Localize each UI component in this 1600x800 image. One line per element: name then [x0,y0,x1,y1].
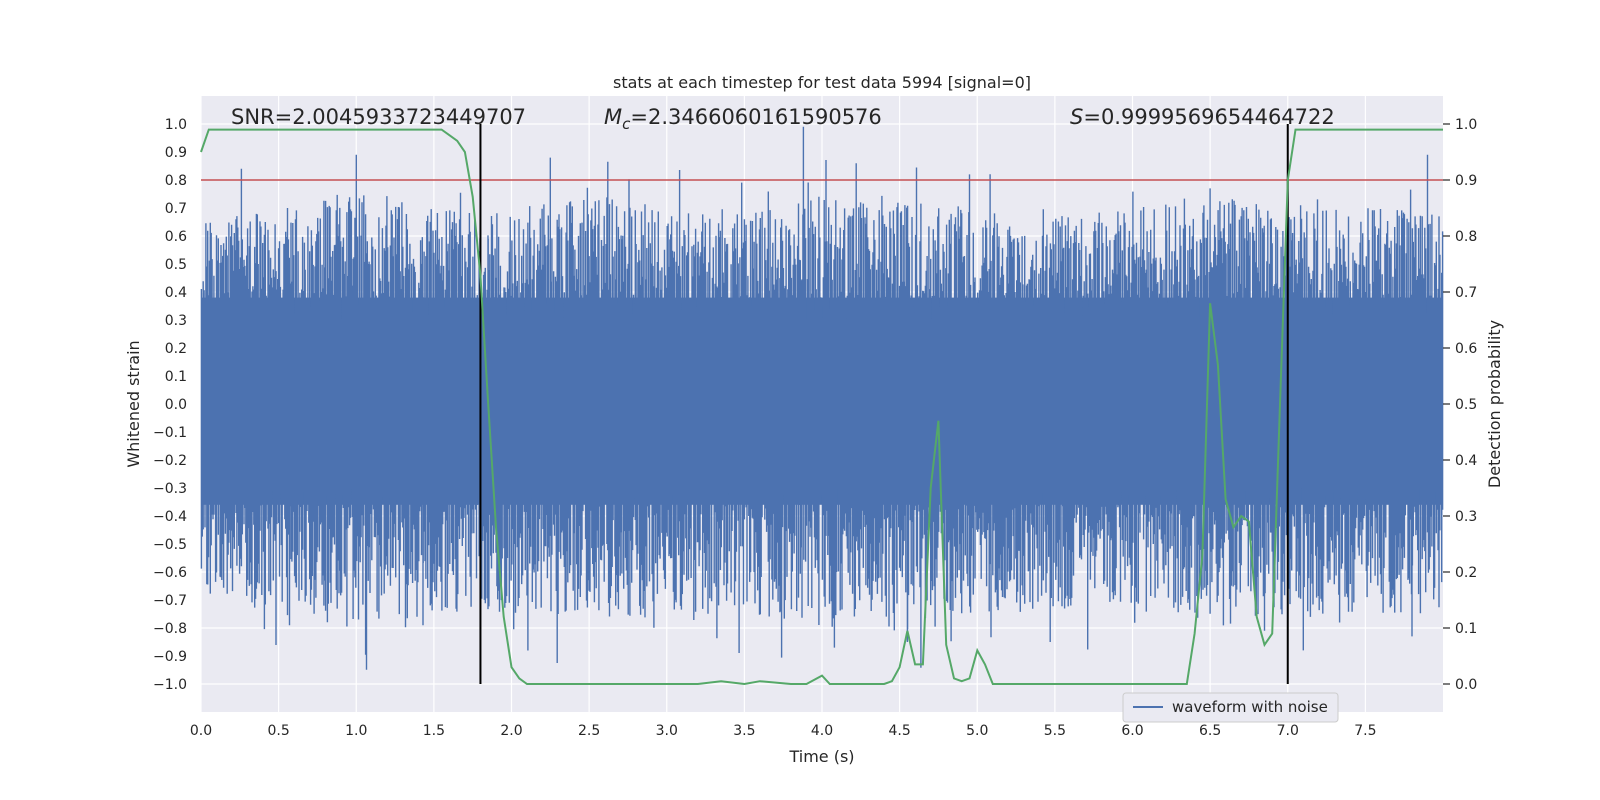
x-tick-label: 7.5 [1354,723,1376,739]
y-left-tick-label: 0.6 [165,229,187,245]
y-left-tick-label: −0.4 [153,509,187,525]
y-left-axis-ticks: 1.0 0.9 0.8 0.7 0.6 0.5 0.4 0.3 0.2 0.1 0.0 −0.1 −0.… [153,117,187,693]
x-axis-label: Time (s) [788,747,854,766]
chirp-mass-value: =2.3466060161590576 [630,105,881,129]
y-right-tick-label: 0.7 [1455,285,1477,301]
x-tick-label: 7.0 [1277,723,1299,739]
score-symbol: S [1070,105,1083,129]
y-left-axis-label: Whitened strain [124,340,143,467]
y-left-tick-label: 0.4 [165,285,187,301]
x-tick-label: 3.0 [656,723,678,739]
legend: waveform with noise [1122,692,1339,723]
y-left-tick-label: 0.1 [165,369,187,385]
y-left-tick-label: 0.3 [165,313,187,329]
y-right-tick-label: 0.6 [1455,341,1477,357]
snr-annotation: SNR=2.0045933723449707 [231,105,526,129]
y-left-tick-label: 0.9 [165,145,187,161]
y-right-tick-label: 0.0 [1455,677,1477,693]
y-right-tick-label: 0.5 [1455,397,1477,413]
y-right-tick-label: 0.4 [1455,453,1477,469]
y-left-tick-label: 0.2 [165,341,187,357]
chirp-mass-subscript: c [622,115,631,133]
vertical-markers [479,124,1289,684]
detection-probability-line [200,128,1443,686]
chirp-mass-annotation: Mc=2.3466060161590576 [604,105,882,133]
x-tick-label: 0.5 [267,723,289,739]
x-tick-label: 3.5 [733,723,755,739]
legend-box [1122,692,1339,723]
y-right-tick-label: 0.9 [1455,173,1477,189]
y-left-tick-label: −0.6 [153,565,187,581]
y-left-tick-label: 0.5 [165,257,187,273]
y-left-tick-label: −0.2 [153,453,187,469]
x-tick-label: 0.0 [190,723,212,739]
x-tick-label: 4.5 [888,723,910,739]
y-left-tick-label: 0.0 [165,397,187,413]
y-left-tick-label: −0.7 [153,593,187,609]
legend-label: waveform with noise [1172,698,1328,716]
y-right-tick-label: 0.8 [1455,229,1477,245]
x-tick-label: 2.0 [500,723,522,739]
y-left-tick-label: −0.1 [153,425,187,441]
y-left-tick-label: −0.3 [153,481,187,497]
y-right-tick-label: 0.1 [1455,621,1477,637]
y-right-axis-label: Detection probability [1485,320,1504,488]
x-tick-label: 1.0 [345,723,367,739]
y-left-tick-label: −0.8 [153,621,187,637]
y-left-tick-label: −0.9 [153,649,187,665]
y-right-tick-label: 1.0 [1455,117,1477,133]
x-tick-label: 6.5 [1199,723,1221,739]
x-tick-label: 2.5 [578,723,600,739]
x-tick-label: 5.0 [966,723,988,739]
x-tick-label: 1.5 [423,723,445,739]
y-right-axis-ticks: 1.0 0.9 0.8 0.7 0.6 0.5 0.4 0.3 0.2 0.1 0.0 [1443,117,1477,693]
x-tick-label: 5.5 [1044,723,1066,739]
strain-series [200,126,1444,670]
y-right-tick-label: 0.3 [1455,509,1477,525]
x-tick-label: 6.0 [1121,723,1143,739]
y-left-tick-label: 0.8 [165,173,187,189]
chirp-mass-symbol: M [604,105,622,129]
chart-title: stats at each timestep for test data 599… [613,73,1031,92]
y-left-tick-label: 0.7 [165,201,187,217]
score-value: =0.9999569654464722 [1083,105,1334,129]
y-left-tick-label: −0.5 [153,537,187,553]
x-tick-label: 4.0 [811,723,833,739]
y-left-tick-label: −1.0 [153,677,187,693]
score-annotation: S=0.9999569654464722 [1070,105,1335,129]
x-axis-ticks: 0.0 0.5 1.0 1.5 2.0 2.5 3.0 3.5 4.0 4.5 5.0 5.5 6.0 6… [190,723,1377,739]
y-left-tick-label: 1.0 [165,117,187,133]
y-right-tick-label: 0.2 [1455,565,1477,581]
probability-series [200,128,1443,686]
